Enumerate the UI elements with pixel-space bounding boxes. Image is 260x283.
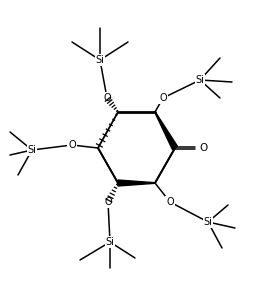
Text: O: O [199,143,207,153]
Text: O: O [159,93,167,103]
Text: Si: Si [106,237,114,247]
Text: O: O [104,197,112,207]
Text: O: O [166,197,174,207]
Text: Si: Si [28,145,36,155]
Text: Si: Si [96,55,105,65]
Polygon shape [118,180,155,186]
Text: O: O [68,140,76,150]
Text: O: O [103,93,111,103]
Text: Si: Si [196,75,204,85]
Polygon shape [155,112,178,149]
Text: Si: Si [204,217,212,227]
